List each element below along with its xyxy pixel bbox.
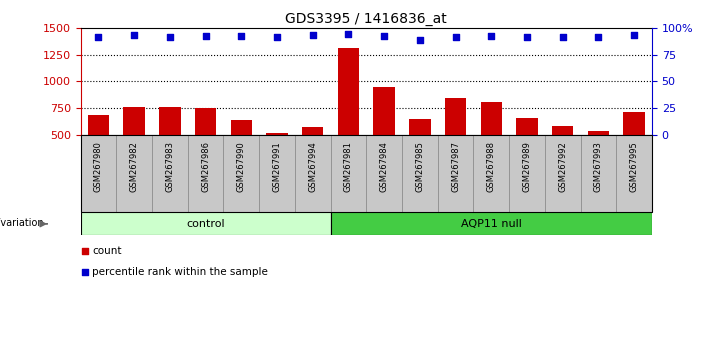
Point: [164, 34, 175, 40]
Point: [629, 32, 640, 38]
Text: genotype/variation: genotype/variation: [0, 218, 44, 228]
Point: [486, 33, 497, 39]
Point: [236, 33, 247, 39]
Text: percentile rank within the sample: percentile rank within the sample: [92, 267, 268, 277]
Bar: [473, 135, 509, 212]
Bar: [552, 126, 573, 188]
Bar: [367, 135, 402, 212]
Bar: [437, 135, 473, 212]
Bar: [152, 135, 188, 212]
Text: GSM267981: GSM267981: [344, 141, 353, 192]
Bar: [224, 135, 259, 212]
Bar: [123, 107, 145, 188]
Bar: [159, 107, 181, 188]
Text: AQP11 null: AQP11 null: [461, 219, 522, 229]
Point: [379, 33, 390, 39]
Bar: [374, 87, 395, 188]
Point: [343, 31, 354, 36]
Bar: [481, 102, 502, 188]
Title: GDS3395 / 1416836_at: GDS3395 / 1416836_at: [285, 12, 447, 26]
Bar: [509, 135, 545, 212]
Bar: [580, 135, 616, 212]
Text: GSM267984: GSM267984: [380, 141, 388, 192]
Point: [200, 33, 211, 39]
Text: GSM267982: GSM267982: [130, 141, 139, 192]
Text: GSM267990: GSM267990: [237, 141, 246, 192]
Text: GSM267980: GSM267980: [94, 141, 103, 192]
Bar: [402, 135, 437, 212]
Text: GSM267983: GSM267983: [165, 141, 175, 192]
Bar: [295, 135, 331, 212]
Point: [414, 37, 426, 43]
Bar: [331, 135, 367, 212]
Point: [593, 34, 604, 40]
Bar: [116, 135, 152, 212]
Bar: [188, 135, 224, 212]
Point: [307, 32, 318, 38]
Bar: [516, 118, 538, 188]
Point: [93, 34, 104, 40]
Text: GSM267993: GSM267993: [594, 141, 603, 192]
Bar: [338, 48, 359, 188]
Text: GSM267985: GSM267985: [415, 141, 424, 192]
Point: [79, 269, 90, 275]
Bar: [81, 135, 116, 212]
Text: GSM267989: GSM267989: [522, 141, 531, 192]
Bar: [81, 212, 331, 235]
Bar: [331, 212, 652, 235]
Bar: [445, 98, 466, 188]
Text: GSM267994: GSM267994: [308, 141, 318, 192]
Bar: [266, 133, 287, 188]
Point: [271, 34, 283, 40]
Bar: [259, 135, 295, 212]
Point: [79, 248, 90, 254]
Text: GSM267995: GSM267995: [629, 141, 639, 192]
Bar: [623, 112, 645, 188]
Bar: [409, 119, 430, 188]
Point: [557, 34, 569, 40]
Text: count: count: [92, 246, 121, 256]
Point: [522, 34, 533, 40]
Bar: [231, 120, 252, 188]
Bar: [587, 131, 609, 188]
Text: GSM267986: GSM267986: [201, 141, 210, 192]
Text: GSM267988: GSM267988: [486, 141, 496, 192]
Point: [450, 34, 461, 40]
Bar: [545, 135, 580, 212]
Bar: [88, 115, 109, 188]
Text: control: control: [186, 219, 225, 229]
Point: [128, 32, 139, 38]
Bar: [302, 127, 323, 188]
Bar: [616, 135, 652, 212]
Text: GSM267987: GSM267987: [451, 141, 460, 192]
Bar: [195, 108, 217, 188]
Text: GSM267991: GSM267991: [273, 141, 282, 192]
Text: GSM267992: GSM267992: [558, 141, 567, 192]
